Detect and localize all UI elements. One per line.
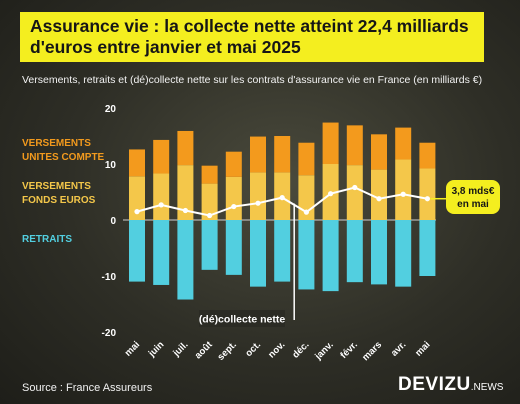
net-collecte-point	[255, 200, 261, 206]
bar-unites-compte	[395, 127, 412, 160]
net-collecte-point	[231, 203, 237, 210]
bar-unites-compte	[346, 125, 363, 166]
y-tick-label: -20	[102, 328, 117, 339]
bar-unites-compte	[177, 130, 194, 166]
x-tick-label: sept.	[215, 339, 238, 362]
net-annotation-bg	[199, 310, 285, 327]
net-collecte-point	[279, 195, 285, 201]
bar-unites-compte	[322, 122, 339, 164]
callout-period: en mai	[457, 199, 489, 210]
bar-unites-compte	[201, 165, 218, 184]
legend-unites-compte: VERSEMENTS UNITES COMPTE	[22, 137, 104, 165]
legend-uc-line-2: UNITES COMPTE	[22, 152, 105, 163]
x-tick-label: juin	[146, 339, 167, 360]
x-tick-label: févr.	[338, 339, 360, 361]
bar-retraits	[153, 220, 170, 285]
bar-fonds-euros	[153, 173, 170, 220]
callout-box	[446, 180, 500, 214]
x-tick-label: juil.	[170, 339, 190, 359]
bar-unites-compte	[225, 151, 242, 177]
x-tick-label: nov.	[266, 339, 287, 360]
bar-fonds-euros	[250, 172, 266, 220]
bar-unites-compte	[250, 136, 266, 173]
bar-retraits	[129, 220, 145, 282]
chart-title-line-1: Assurance vie : la collecte nette attein…	[30, 16, 469, 36]
bar-retraits	[225, 220, 242, 275]
bar-fonds-euros	[395, 159, 412, 220]
net-collecte-point	[376, 196, 382, 202]
x-tick-label: mars	[360, 339, 384, 363]
bar-retraits	[395, 220, 412, 287]
chart-title-line-2: d'euros entre janvier et mai 2025	[30, 37, 301, 57]
bar-fonds-euros	[371, 169, 387, 220]
bar-retraits	[250, 220, 266, 287]
bar-unites-compte	[419, 142, 436, 169]
legend-fonds-euros: VERSEMENTS FONDS EUROS	[22, 180, 95, 208]
net-collecte-point	[158, 202, 164, 208]
net-collecte-point	[134, 209, 140, 215]
bar-unites-compte	[371, 134, 387, 170]
legend-fe-line-1: VERSEMENTS	[22, 181, 91, 192]
x-tick-label: avr.	[389, 339, 408, 358]
bar-retraits	[371, 220, 387, 285]
bar-unites-compte	[153, 139, 170, 174]
bar-retraits	[177, 220, 194, 300]
bar-fonds-euros	[225, 176, 242, 220]
x-tick-label: mai	[413, 339, 432, 358]
net-collecte-point	[352, 184, 358, 191]
brand-name: DEVIZU	[398, 374, 471, 395]
net-collecte-point	[328, 191, 334, 197]
legend-retraits: RETRAITS	[22, 234, 72, 245]
y-tick-label: 0	[110, 216, 116, 227]
bar-unites-compte	[274, 136, 291, 173]
chart-subtitle: Versements, retraits et (dé)collecte net…	[22, 74, 483, 86]
bar-fonds-euros	[346, 165, 363, 220]
bar-fonds-euros	[201, 183, 218, 220]
bar-retraits	[298, 220, 315, 290]
legend-fe-line-2: FONDS EUROS	[22, 195, 96, 206]
bar-unites-compte	[129, 149, 145, 177]
y-tick-label: 20	[105, 104, 117, 115]
brand-logo: DEVIZU.NEWS	[398, 374, 503, 396]
net-collecte-point	[182, 207, 188, 214]
net-collecte-point	[400, 191, 406, 197]
net-collecte-point	[303, 209, 309, 215]
bar-retraits	[274, 220, 291, 282]
x-tick-label: janv.	[312, 339, 335, 362]
y-tick-label: -10	[102, 272, 117, 283]
brand-suffix: .NEWS	[470, 382, 504, 393]
bar-fonds-euros	[129, 176, 145, 220]
net-collecte-point	[424, 196, 430, 202]
title-box: Assurance vie : la collecte nette attein…	[20, 12, 484, 62]
callout-value: 3,8 mds€	[452, 186, 495, 197]
bar-unites-compte	[298, 142, 315, 176]
bar-fonds-euros	[177, 165, 194, 220]
x-tick-label: mai	[123, 339, 142, 358]
source-note: Source : France Assureurs	[22, 382, 153, 394]
bar-fonds-euros	[419, 168, 436, 220]
net-annotation-label: (dé)collecte nette	[199, 314, 286, 326]
y-tick-label: 10	[105, 160, 117, 171]
bar-retraits	[346, 220, 363, 283]
bar-retraits	[419, 220, 436, 276]
x-tick-label: oct.	[243, 339, 263, 359]
bar-retraits	[201, 220, 218, 270]
x-tick-label: août	[193, 339, 216, 362]
bar-retraits	[322, 220, 339, 292]
x-tick-label: déc.	[290, 339, 311, 360]
legend-uc-line-1: VERSEMENTS	[22, 138, 91, 149]
net-collecte-point	[207, 212, 213, 219]
